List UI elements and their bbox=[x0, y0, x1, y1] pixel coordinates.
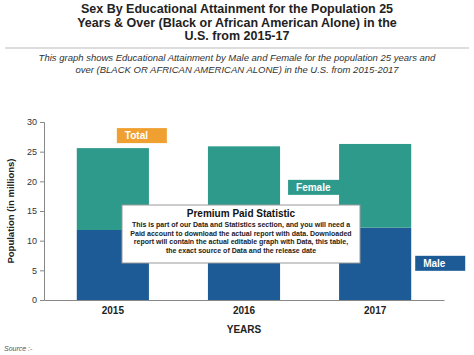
text-line: report will contain the actual editable … bbox=[134, 238, 348, 246]
x-axis-title: YEARS bbox=[227, 324, 262, 335]
tick: 2017 bbox=[364, 300, 387, 316]
tick-mark bbox=[40, 152, 44, 153]
legend-item: Female bbox=[288, 180, 343, 195]
tick: 30 bbox=[27, 117, 44, 127]
text-line: Paid account to download the actual repo… bbox=[130, 230, 351, 238]
notice-box bbox=[122, 205, 360, 263]
tick-label: 30 bbox=[27, 117, 37, 127]
text-line: U.S. from 2015-17 bbox=[185, 29, 290, 43]
legend-swatch bbox=[288, 180, 343, 195]
tick-label: 2017 bbox=[364, 305, 387, 316]
text-line: the exact source of Data and the release… bbox=[166, 247, 316, 254]
tick: 20 bbox=[27, 177, 44, 187]
legend-item: Male bbox=[415, 256, 465, 271]
axis-line bbox=[40, 123, 45, 301]
tick: 15 bbox=[27, 206, 44, 216]
legend-label: Male bbox=[423, 258, 446, 269]
tick-label: 25 bbox=[27, 147, 37, 157]
tick-label: 0 bbox=[32, 295, 37, 305]
tick-mark bbox=[40, 122, 44, 123]
tick-mark bbox=[40, 270, 44, 271]
tick-label: 2016 bbox=[233, 305, 256, 316]
tick-label: 2015 bbox=[102, 305, 125, 316]
y-axis-title: Population (in millions) bbox=[5, 158, 16, 263]
tick: 25 bbox=[27, 147, 44, 157]
source: Source :- bbox=[4, 345, 33, 352]
notice-text: This is part of our Data and Statistics … bbox=[130, 221, 351, 254]
chart: Sex By Educational Attainment for the Po… bbox=[0, 0, 474, 355]
tick: 5 bbox=[32, 266, 44, 276]
tick-mark bbox=[40, 241, 44, 242]
y-axis: 0 5 10 15 20 25 30 bbox=[27, 117, 45, 305]
tick: 2015 bbox=[102, 300, 125, 316]
tick-mark bbox=[40, 181, 44, 182]
legend-swatch bbox=[415, 256, 465, 271]
text-line: This graph shows Educational Attainment … bbox=[39, 52, 436, 63]
bars bbox=[77, 144, 411, 300]
text-line: Sex By Educational Attainment for the Po… bbox=[81, 2, 393, 16]
axis-line bbox=[45, 300, 445, 301]
total-label: Total bbox=[117, 128, 167, 143]
text-line: This is part of our Data and Statistics … bbox=[132, 221, 350, 229]
tick: 10 bbox=[27, 236, 44, 246]
tick-label: 20 bbox=[27, 177, 37, 187]
tick: 2016 bbox=[233, 300, 256, 316]
tick-label: 10 bbox=[27, 236, 37, 246]
tick-label: 5 bbox=[32, 266, 37, 276]
legend-swatch bbox=[117, 128, 167, 143]
subtitle: This graph shows Educational Attainment … bbox=[39, 52, 436, 75]
separator bbox=[5, 48, 469, 49]
notice-title: Premium Paid Statistic bbox=[187, 208, 296, 219]
x-axis: 2015 2016 2017 bbox=[45, 300, 445, 316]
legend-label: Total bbox=[125, 130, 148, 141]
legend-label: Female bbox=[296, 182, 331, 193]
tick-mark bbox=[40, 211, 44, 212]
text-line: Years & Over (Black or African American … bbox=[77, 16, 397, 30]
tick-label: 15 bbox=[27, 206, 37, 216]
plot: 0 5 10 15 20 25 30 2015 2016 2017 bbox=[27, 117, 445, 316]
tick-mark bbox=[40, 300, 44, 301]
tick: 0 bbox=[32, 295, 44, 305]
text-line: over (BLACK OR AFRICAN AMERICAN ALONE) i… bbox=[75, 64, 399, 75]
title: Sex By Educational Attainment for the Po… bbox=[77, 2, 397, 43]
